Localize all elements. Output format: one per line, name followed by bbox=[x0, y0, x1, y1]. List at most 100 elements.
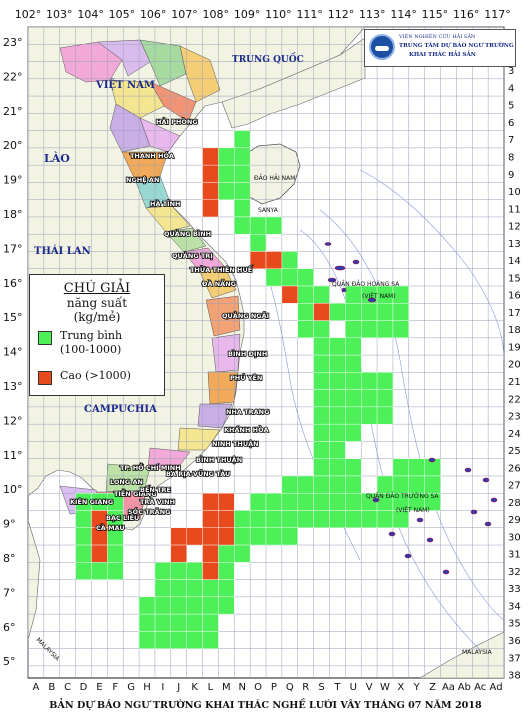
city-label: QUẢNG NGÃI bbox=[222, 310, 269, 320]
lon-tick-label: 109° bbox=[234, 8, 261, 21]
borneo-coast bbox=[418, 631, 505, 679]
label-vietnam: VIỆT NAM bbox=[95, 79, 155, 91]
lat-tick-label: 13° bbox=[3, 380, 23, 393]
cell-high-e31 bbox=[91, 544, 108, 563]
row-label: 33 bbox=[508, 584, 521, 595]
cell-medium-r17 bbox=[297, 303, 314, 321]
logo-line-3: KHAI THÁC HẢI SẢN bbox=[409, 52, 476, 58]
lat-tick-label: 18° bbox=[3, 208, 23, 221]
cell-medium-m32 bbox=[218, 562, 235, 580]
city-label: KHÁNH HÒA bbox=[224, 425, 268, 434]
cell-high-q16 bbox=[281, 285, 298, 304]
row-label: 20 bbox=[508, 360, 521, 371]
cell-medium-r27 bbox=[297, 475, 314, 494]
cell-high-p14 bbox=[265, 251, 283, 269]
lon-tick-label: 102° bbox=[15, 8, 42, 21]
lat-tick-label: 7° bbox=[3, 586, 16, 599]
col-label: F bbox=[112, 682, 118, 693]
cell-medium-q27 bbox=[281, 475, 298, 494]
city-label: QUẢNG BÌNH bbox=[164, 228, 211, 238]
column-labels: A B C D E F G H I J K L M N O P Q R S T U V W X Y Z Aa Ab Ac Ad bbox=[33, 682, 503, 693]
col-label: I bbox=[161, 682, 164, 693]
cell-medium-q29 bbox=[281, 510, 298, 528]
cell-medium-y26 bbox=[408, 458, 425, 477]
cell-medium-j33 bbox=[170, 579, 187, 598]
forecast-cells bbox=[75, 130, 441, 649]
cell-medium-t19 bbox=[329, 337, 346, 356]
cell-medium-n30 bbox=[234, 527, 251, 546]
cell-medium-w18 bbox=[376, 320, 394, 339]
row-label: 26 bbox=[508, 463, 521, 474]
label-laos: LÀO bbox=[44, 151, 70, 165]
logo-line-1: VIỆN NGHIÊN CỨU HẢI SẢN bbox=[399, 34, 476, 40]
lon-tick-label: 111° bbox=[296, 8, 323, 21]
cell-medium-u21 bbox=[345, 372, 362, 390]
row-label: 29 bbox=[508, 515, 521, 526]
legend-box: CHÚ GIẢI năng suất (kg/mẻ) Trung bình (1… bbox=[29, 274, 165, 396]
cell-medium-i32 bbox=[154, 562, 172, 580]
cell-medium-j36 bbox=[170, 631, 187, 649]
legend-swatch-medium bbox=[38, 331, 52, 345]
city-label: BÀ RỊA-VŨNG TÀU bbox=[166, 469, 230, 478]
city-label: ĐÀ NẴNG bbox=[202, 278, 236, 288]
col-label: X bbox=[397, 682, 404, 693]
cell-medium-u22 bbox=[345, 389, 362, 408]
city-label: TRÀ VINH bbox=[140, 497, 175, 506]
cell-medium-u16 bbox=[345, 285, 362, 304]
col-label: U bbox=[350, 682, 357, 693]
lon-tick-label: 110° bbox=[265, 8, 292, 21]
row-label: 16 bbox=[508, 291, 521, 302]
city-label: KIÊN GIANG bbox=[70, 497, 113, 506]
row-label: 28 bbox=[508, 498, 521, 509]
city-label: SÓC TRĂNG bbox=[128, 507, 171, 516]
cell-medium-d29 bbox=[75, 510, 92, 528]
city-labels: HẢI PHÒNG THANH HÓA NGHỆ AN HÀ TĨNH QUẢN… bbox=[69, 115, 270, 533]
lat-tick-label: 12° bbox=[3, 414, 23, 427]
cell-high-l29 bbox=[202, 510, 219, 528]
city-label: NGHỆ AN bbox=[126, 175, 159, 184]
institute-logo-box: VIỆN NGHIÊN CỨU HẢI SẢN TRUNG TÂM DỰ BÁO… bbox=[364, 29, 516, 67]
cell-medium-u27 bbox=[345, 475, 362, 494]
row-label: 36 bbox=[508, 636, 521, 647]
cell-medium-s16 bbox=[313, 285, 330, 304]
row-label: 10 bbox=[508, 187, 521, 198]
cell-medium-f32 bbox=[107, 562, 124, 580]
label-hoang-sa: QUẦN ĐẢO HOÀNG SA bbox=[332, 280, 400, 288]
col-label: O bbox=[254, 682, 262, 693]
cell-high-l10 bbox=[202, 182, 219, 200]
cell-medium-q15 bbox=[281, 268, 298, 287]
row-label: 31 bbox=[508, 550, 521, 561]
col-label: S bbox=[318, 682, 324, 693]
cell-medium-j34 bbox=[170, 596, 187, 615]
cell-medium-v23 bbox=[361, 406, 378, 425]
lat-tick-label: 5° bbox=[3, 655, 16, 668]
cell-medium-t24 bbox=[329, 423, 346, 442]
cell-medium-m9 bbox=[218, 164, 235, 183]
cell-medium-t21 bbox=[329, 372, 346, 390]
cell-high-k30 bbox=[186, 527, 203, 546]
row-label: 22 bbox=[508, 394, 521, 405]
cell-medium-s28 bbox=[313, 493, 330, 511]
cell-medium-m8 bbox=[218, 147, 235, 166]
cell-medium-n9 bbox=[234, 164, 251, 183]
label-cambodia: CAMPUCHIA bbox=[84, 404, 157, 415]
cell-medium-n8 bbox=[234, 147, 251, 166]
cell-medium-w21 bbox=[376, 372, 394, 390]
latitude-ticks: 23° 22° 21° 20° 19° 18° 17° 16° 15° 14° 13° 12° 11° 1… bbox=[3, 36, 23, 668]
legend-title: CHÚ GIẢI bbox=[63, 281, 131, 296]
lat-tick-label: 15° bbox=[3, 311, 23, 324]
cell-medium-t27 bbox=[329, 475, 346, 494]
cell-medium-o13 bbox=[249, 234, 267, 252]
cell-medium-t25 bbox=[329, 441, 346, 459]
row-label: 15 bbox=[508, 273, 521, 284]
col-label: Y bbox=[413, 682, 421, 693]
cell-high-l31 bbox=[202, 544, 219, 563]
cell-medium-w22 bbox=[376, 389, 394, 408]
lon-tick-label: 105° bbox=[109, 8, 136, 21]
cell-medium-s18 bbox=[313, 320, 330, 339]
cell-medium-n12 bbox=[234, 216, 251, 235]
legend-label-high: Cao (>1000) bbox=[60, 369, 131, 382]
cell-medium-s20 bbox=[313, 354, 330, 373]
cell-medium-m33 bbox=[218, 579, 235, 598]
cell-medium-u24 bbox=[345, 423, 362, 442]
